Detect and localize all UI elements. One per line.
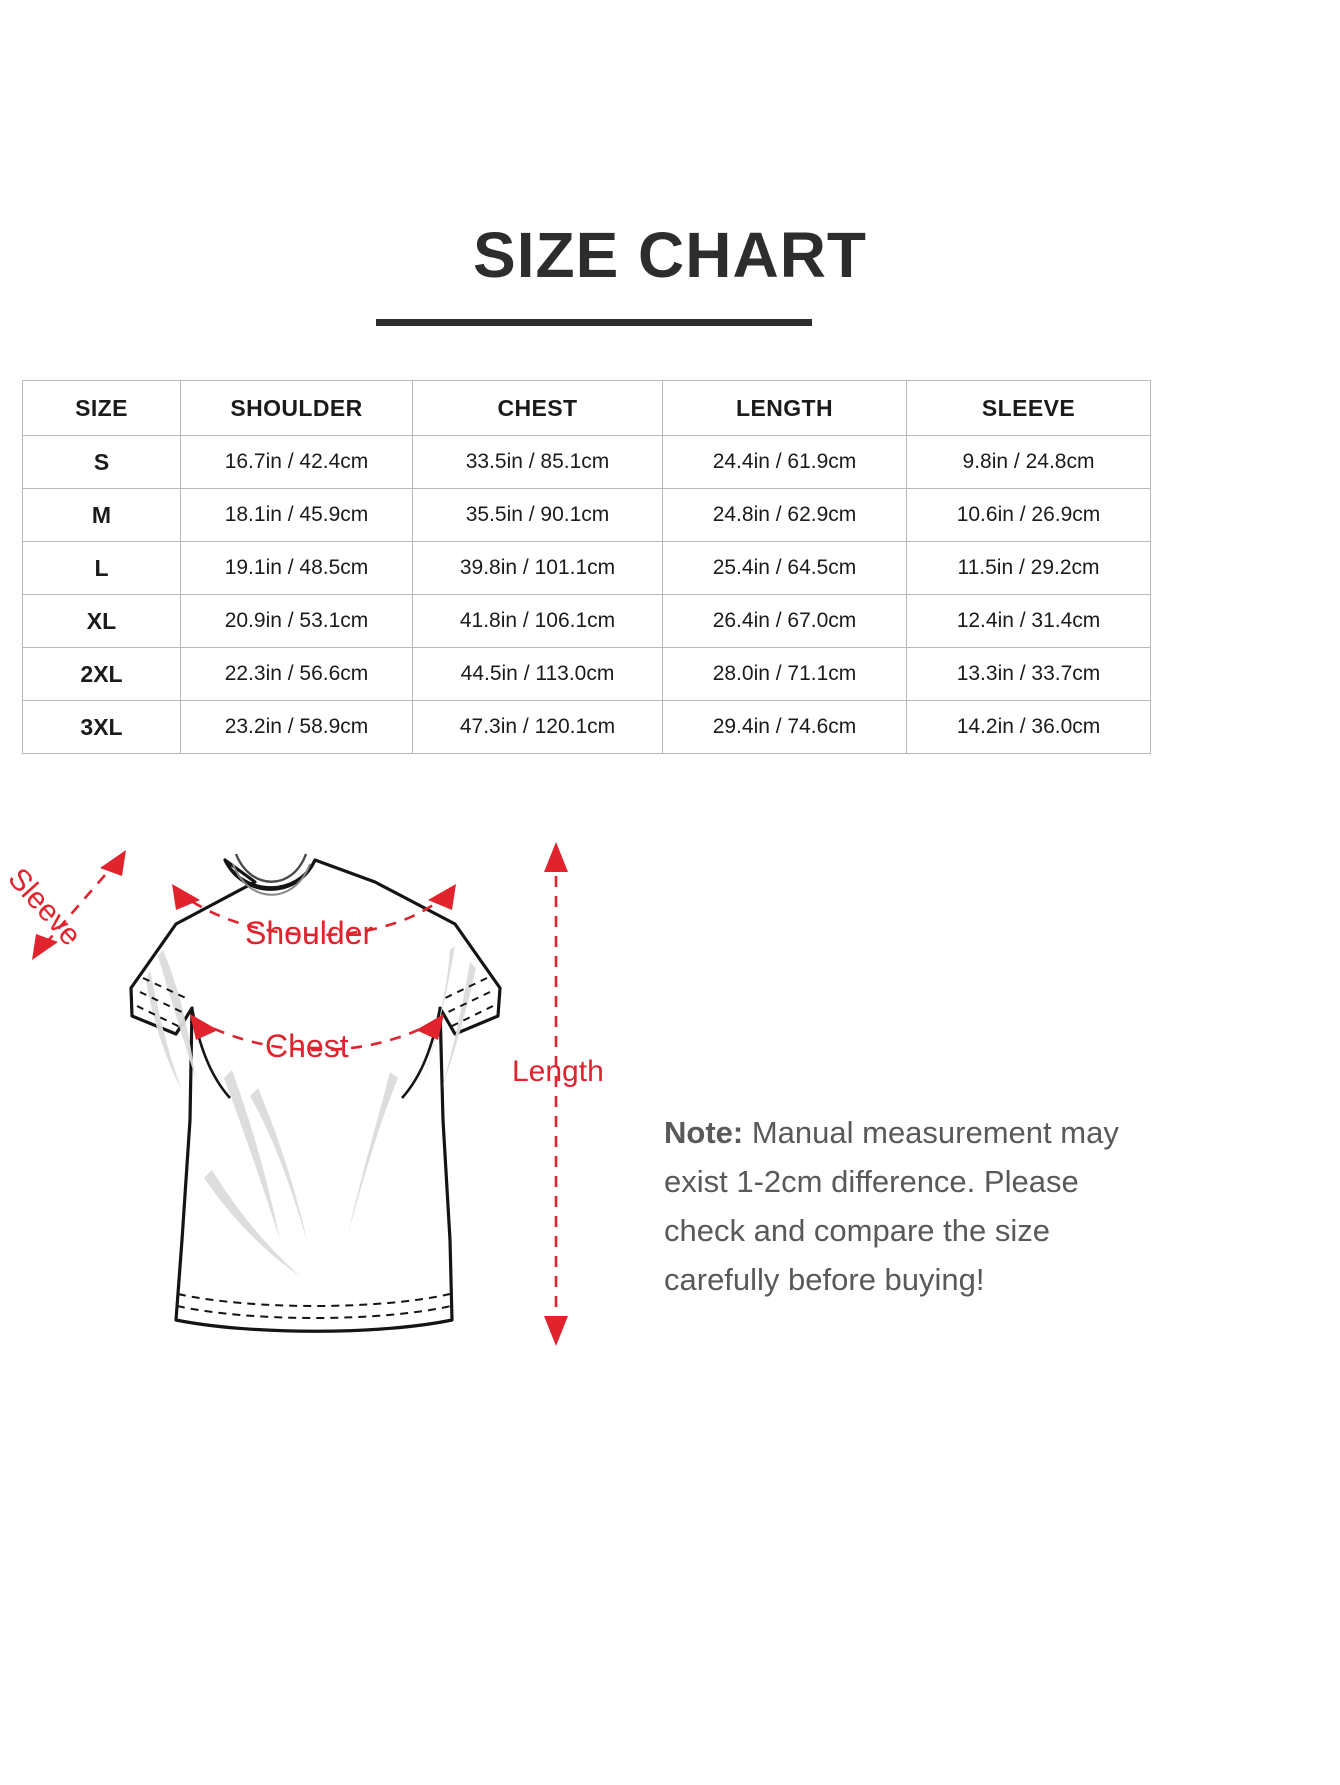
cell-sleeve: 11.5in / 29.2cm (906, 541, 1151, 595)
cell-chest: 41.8in / 106.1cm (412, 594, 663, 648)
cell-shoulder: 19.1in / 48.5cm (180, 541, 413, 595)
label-shoulder: Shoulder (245, 915, 374, 951)
note-block: Note: Manual measurement may exist 1-2cm… (664, 1108, 1154, 1304)
cell-size: M (22, 488, 181, 542)
shoulder-measure-line (172, 884, 456, 937)
cell-size: 2XL (22, 647, 181, 701)
tshirt-illustration (129, 853, 502, 1333)
label-length: Length (512, 1055, 604, 1088)
cell-sleeve: 13.3in / 33.7cm (906, 647, 1151, 701)
cell-length: 28.0in / 71.1cm (662, 647, 907, 701)
cell-shoulder: 22.3in / 56.6cm (180, 647, 413, 701)
cell-sleeve: 10.6in / 26.9cm (906, 488, 1151, 542)
table-row: S 16.7in / 42.4cm 33.5in / 85.1cm 24.4in… (22, 435, 1151, 489)
table-row: L 19.1in / 48.5cm 39.8in / 101.1cm 25.4i… (22, 541, 1151, 595)
cell-chest: 44.5in / 113.0cm (412, 647, 663, 701)
cell-size: 3XL (22, 700, 181, 754)
cell-length: 24.4in / 61.9cm (662, 435, 907, 489)
title-block: SIZE CHART (0, 219, 1340, 297)
table-header-row: SIZE SHOULDER CHEST LENGTH SLEEVE (22, 380, 1151, 436)
tshirt-measurement-diagram (0, 820, 640, 1380)
table-row: 2XL 22.3in / 56.6cm 44.5in / 113.0cm 28.… (22, 647, 1151, 701)
note-label: Note: (664, 1115, 744, 1150)
cell-chest: 39.8in / 101.1cm (412, 541, 663, 595)
cell-sleeve: 12.4in / 31.4cm (906, 594, 1151, 648)
page-title: SIZE CHART (473, 219, 867, 291)
cell-size: L (22, 541, 181, 595)
note-text: Manual measurement may exist 1-2cm diffe… (664, 1115, 1119, 1297)
cell-length: 24.8in / 62.9cm (662, 488, 907, 542)
column-header-size: SIZE (22, 380, 181, 436)
cell-length: 26.4in / 67.0cm (662, 594, 907, 648)
cell-shoulder: 20.9in / 53.1cm (180, 594, 413, 648)
label-chest: Chest (265, 1028, 349, 1064)
column-header-sleeve: SLEEVE (906, 380, 1151, 436)
title-underline (376, 319, 812, 326)
cell-chest: 33.5in / 85.1cm (412, 435, 663, 489)
cell-shoulder: 16.7in / 42.4cm (180, 435, 413, 489)
cell-sleeve: 14.2in / 36.0cm (906, 700, 1151, 754)
size-chart-table: SIZE SHOULDER CHEST LENGTH SLEEVE S 16.7… (22, 380, 1151, 754)
cell-shoulder: 18.1in / 45.9cm (180, 488, 413, 542)
sleeve-measure-line (32, 850, 126, 960)
cell-length: 25.4in / 64.5cm (662, 541, 907, 595)
column-header-length: LENGTH (662, 380, 907, 436)
length-measure-line (544, 842, 568, 1346)
cell-length: 29.4in / 74.6cm (662, 700, 907, 754)
table-row: 3XL 23.2in / 58.9cm 47.3in / 120.1cm 29.… (22, 700, 1151, 754)
table-row: M 18.1in / 45.9cm 35.5in / 90.1cm 24.8in… (22, 488, 1151, 542)
table-row: XL 20.9in / 53.1cm 41.8in / 106.1cm 26.4… (22, 594, 1151, 648)
column-header-shoulder: SHOULDER (180, 380, 413, 436)
cell-chest: 35.5in / 90.1cm (412, 488, 663, 542)
cell-shoulder: 23.2in / 58.9cm (180, 700, 413, 754)
cell-sleeve: 9.8in / 24.8cm (906, 435, 1151, 489)
cell-chest: 47.3in / 120.1cm (412, 700, 663, 754)
column-header-chest: CHEST (412, 380, 663, 436)
cell-size: XL (22, 594, 181, 648)
chest-measure-line (190, 1014, 444, 1052)
cell-size: S (22, 435, 181, 489)
